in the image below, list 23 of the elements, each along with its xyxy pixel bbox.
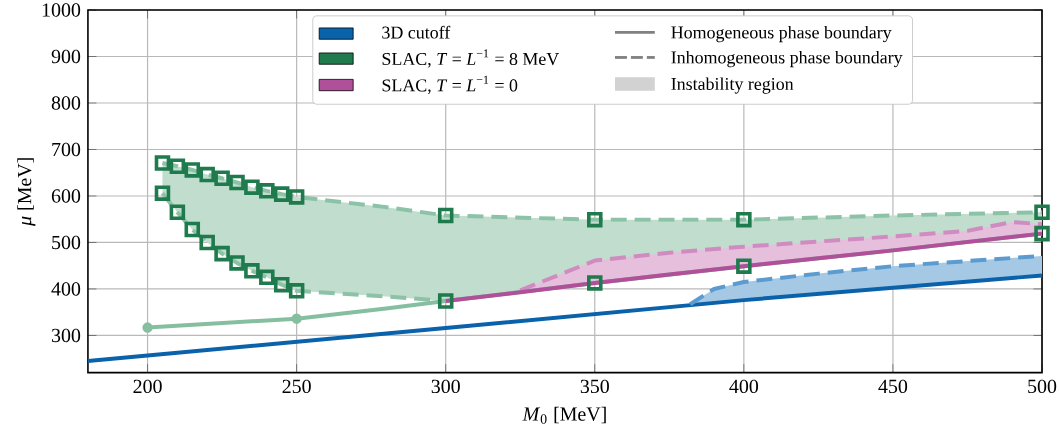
legend-label: SLAC, T = L$^{−1}$ = 8 MeV: [382, 49, 560, 68]
y-tick-label: 1000: [42, 3, 81, 17]
x-tick-label: 450: [878, 379, 908, 394]
x-tick-label: 250: [282, 379, 311, 394]
x-tick-label: 300: [431, 379, 460, 394]
y-tick-label: 500: [52, 235, 81, 250]
y-tick-label: 800: [51, 96, 81, 110]
x-tick-label: 500: [1028, 379, 1057, 394]
y-tick-label: 300: [52, 328, 81, 343]
y-axis-title: μ [MeV]: [17, 158, 36, 227]
y-tick-label: 700: [52, 142, 81, 157]
legend-label: SLAC, T = L$^{−1}$ = 0: [382, 75, 518, 95]
legend-label: 3D cutoff: [382, 26, 451, 39]
annotation: Homogeneous phase boundary: [671, 26, 892, 43]
y-tick-label: 400: [51, 282, 81, 296]
y-tick-label: 600: [51, 189, 81, 203]
x-tick-label: 350: [580, 379, 609, 394]
y-tick-label: 900: [51, 49, 81, 64]
annotation: Instability region: [671, 77, 794, 94]
x-tick-label: 400: [729, 379, 759, 394]
x-tick-label: 200: [133, 379, 162, 394]
x-axis-title: M$_{0}$ [MeV]: [522, 406, 606, 424]
annotation: Inhomogeneous phase boundary: [671, 51, 903, 68]
